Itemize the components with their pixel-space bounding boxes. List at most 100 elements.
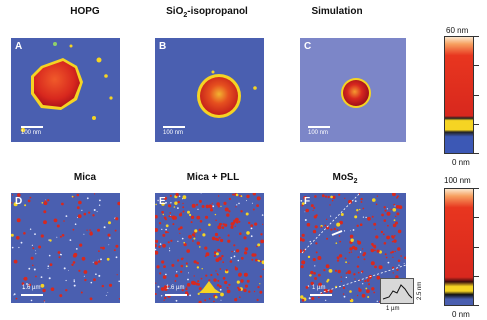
afm-speckle: [107, 292, 109, 293]
hopg-speck: [109, 96, 113, 100]
afm-speckle: [155, 243, 157, 248]
afm-speckle: [259, 290, 263, 294]
afm-speckle: [217, 273, 219, 276]
afm-speckle: [193, 275, 195, 277]
afm-speckle: [227, 239, 231, 243]
afm-speckle: [350, 298, 352, 301]
afm-speckle: [344, 257, 347, 260]
afm-speckle: [336, 256, 340, 260]
afm-speckle: [404, 256, 406, 260]
afm-speckle: [199, 246, 201, 248]
afm-speckle: [234, 225, 236, 227]
afm-speckle: [176, 271, 178, 273]
afm-speckle: [165, 273, 167, 276]
afm-speckle: [303, 196, 307, 200]
afm-speckle: [182, 210, 185, 213]
afm-speckle: [17, 193, 21, 197]
afm-speckle: [372, 244, 375, 247]
afm-speckle: [312, 258, 316, 262]
afm-speckle: [34, 250, 36, 252]
afm-speckle: [300, 295, 304, 299]
afm-speckle: [250, 224, 254, 228]
afm-speckle: [307, 285, 310, 287]
afm-speckle: [301, 260, 306, 265]
afm-speckle: [178, 195, 181, 198]
afm-speckle: [314, 195, 317, 198]
afm-speckle: [187, 278, 189, 281]
afm-speckle: [314, 225, 318, 229]
hopg-speck: [96, 57, 102, 63]
afm-speckle: [217, 195, 220, 197]
tick: [474, 153, 479, 154]
afm-speckle: [35, 275, 37, 278]
afm-speckle: [301, 233, 305, 237]
afm-speckle: [230, 225, 234, 229]
afm-speckle: [196, 241, 200, 245]
afm-speckle: [353, 273, 356, 276]
afm-speckle: [29, 196, 32, 199]
afm-speckle: [179, 232, 181, 235]
afm-speckle: [328, 269, 333, 273]
afm-speckle: [190, 221, 193, 224]
afm-speckle: [259, 275, 263, 278]
afm-speckle: [336, 222, 341, 227]
afm-speckle: [236, 204, 238, 206]
afm-speckle: [220, 299, 222, 301]
afm-speckle: [262, 223, 264, 225]
afm-speckle: [76, 217, 78, 219]
afm-speckle: [246, 279, 250, 283]
afm-speckle: [155, 228, 159, 232]
afm-speckle: [199, 220, 203, 223]
afm-speckle: [300, 265, 304, 269]
afm-speckle: [161, 228, 163, 230]
afm-speckle: [189, 213, 192, 217]
afm-speckle: [115, 217, 119, 221]
afm-speckle: [306, 222, 311, 227]
afm-speckle: [160, 287, 165, 291]
sio2-droplet: [200, 77, 238, 115]
afm-speckle: [33, 268, 36, 271]
flake-edge-dotted: [319, 264, 406, 294]
afm-speckle: [183, 243, 187, 247]
afm-speckle: [90, 281, 93, 284]
afm-speckle: [223, 201, 227, 205]
afm-speckle: [174, 280, 177, 282]
afm-speckle: [29, 228, 32, 230]
afm-speckle: [348, 262, 350, 264]
afm-speckle: [233, 219, 237, 223]
afm-speckle: [361, 293, 366, 298]
afm-speckle: [84, 278, 87, 282]
afm-speckle: [92, 261, 94, 263]
afm-speckle: [335, 242, 338, 244]
afm-speckle: [178, 228, 181, 231]
afm-speckle: [161, 202, 165, 206]
height-profile-line: [382, 284, 413, 300]
afm-speckle: [348, 251, 351, 254]
afm-speckle: [326, 226, 330, 230]
afm-speckle: [213, 251, 217, 254]
afm-speckle: [222, 276, 226, 280]
afm-speckle: [236, 280, 240, 284]
afm-speckle: [59, 294, 63, 298]
afm-speckle: [318, 282, 322, 287]
afm-speckle: [163, 216, 167, 220]
title-mica-pll: Mica + PLL: [186, 172, 240, 183]
afm-speckle: [48, 277, 51, 280]
afm-speckle: [68, 270, 69, 271]
afm-speckle: [262, 268, 264, 270]
afm-speckle: [356, 209, 359, 212]
panel-label-c: C: [304, 41, 312, 52]
afm-speckle: [230, 222, 235, 226]
afm-speckle: [60, 254, 62, 256]
scalebar-f: [310, 294, 332, 296]
afm-speckle: [76, 206, 80, 210]
afm-speckle: [101, 284, 105, 288]
afm-speckle: [383, 242, 387, 245]
title-simulation: Simulation: [311, 6, 363, 17]
afm-speckle: [169, 250, 171, 252]
afm-speckle: [200, 193, 202, 194]
afm-speckle: [210, 273, 213, 277]
tick: [474, 276, 479, 277]
afm-speckle: [246, 194, 250, 199]
tick: [474, 188, 479, 189]
